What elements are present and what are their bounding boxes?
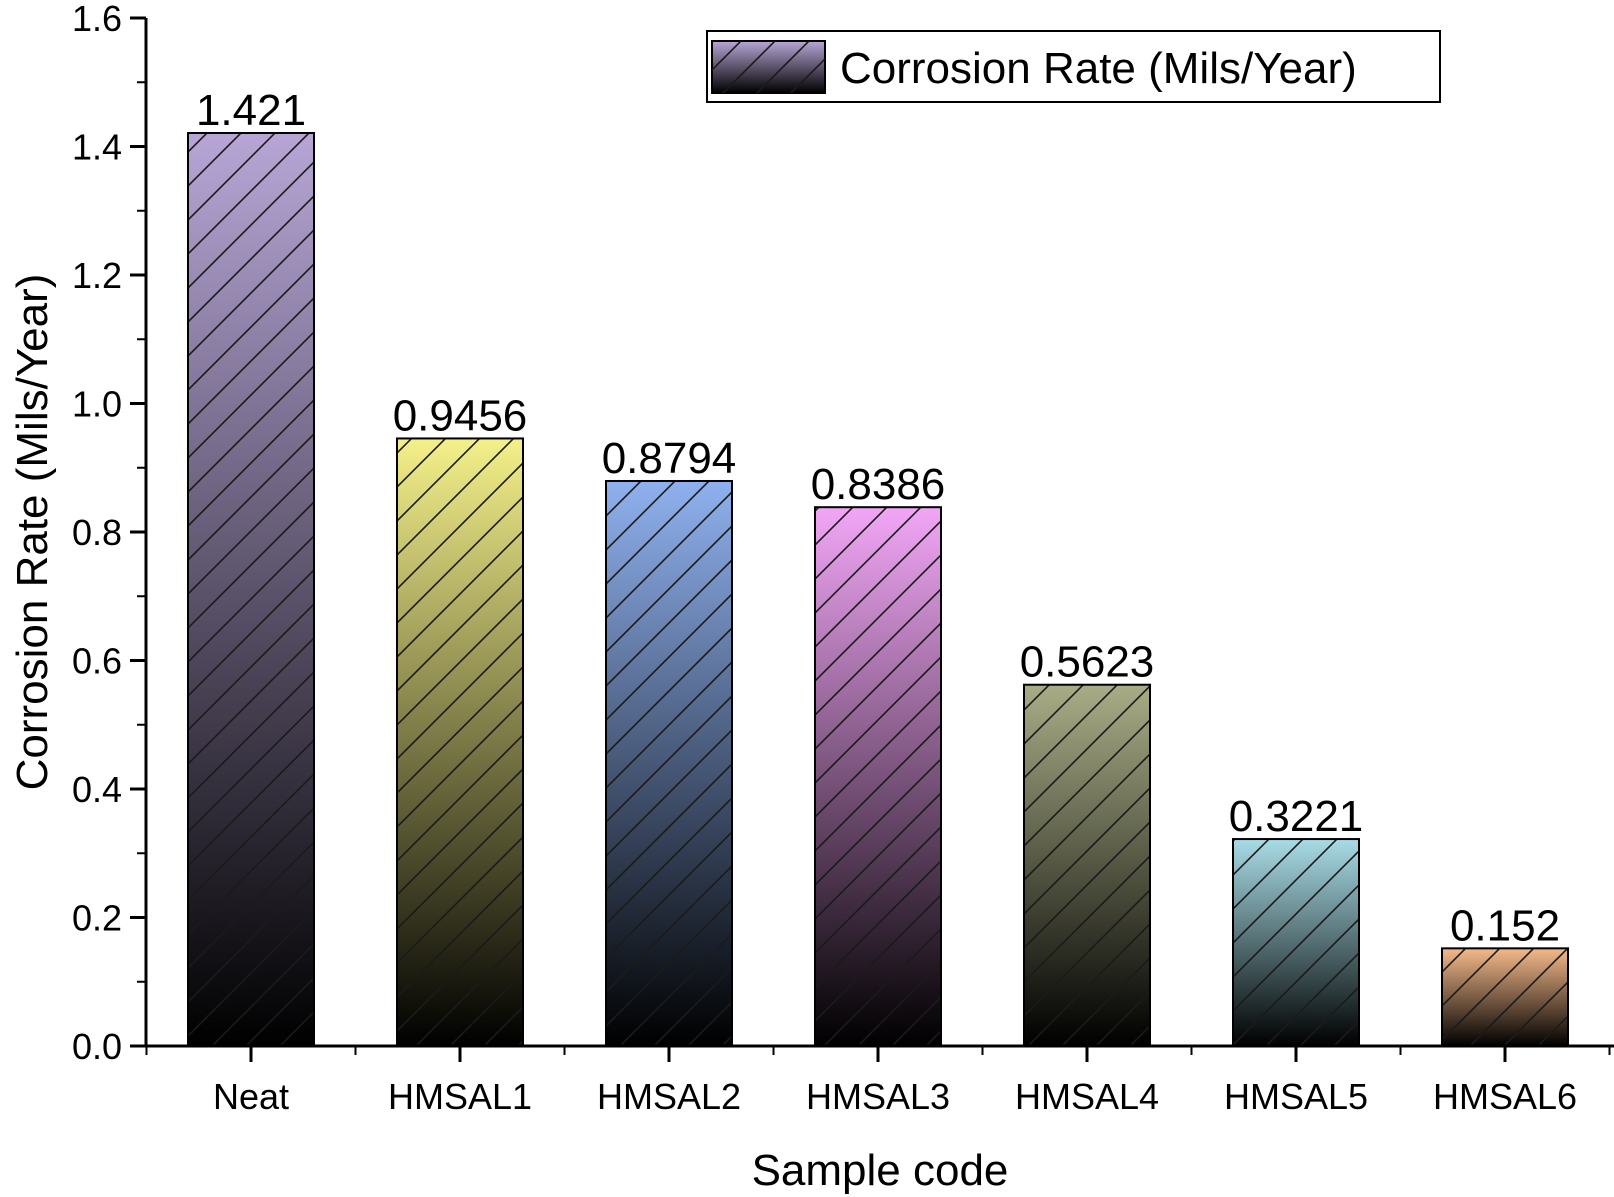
y-ticks: 0.0 0.2 0.4 0.6 0.8 1.0 1.2 1.4 1.6	[72, 0, 146, 1067]
value-label-hmsal3: 0.8386	[811, 460, 946, 509]
legend-swatch-hatch	[712, 41, 825, 93]
value-label-hmsal5: 0.3221	[1229, 792, 1364, 841]
y-tick-label: 0.8	[72, 512, 122, 553]
x-tick-label: HMSAL5	[1224, 1076, 1368, 1117]
x-tick-label: HMSAL1	[388, 1076, 532, 1117]
y-tick-label: 1.2	[72, 255, 122, 296]
value-label-hmsal4: 0.5623	[1020, 638, 1155, 687]
bar-hatch-hmsal2	[605, 479, 733, 1048]
y-tick-label: 0.0	[72, 1026, 122, 1067]
y-tick-label: 0.2	[72, 898, 122, 939]
x-tick-label: HMSAL3	[806, 1076, 950, 1117]
y-tick-label: 0.4	[72, 769, 122, 810]
legend-label: Corrosion Rate (Mils/Year)	[840, 44, 1357, 93]
y-axis-title: Corrosion Rate (Mils/Year)	[8, 274, 57, 791]
value-label-hmsal1: 0.9456	[393, 391, 528, 440]
value-label-neat: 1.421	[196, 86, 306, 135]
value-label-hmsal2: 0.8794	[602, 434, 737, 483]
x-tick-label: HMSAL4	[1015, 1076, 1159, 1117]
bar-hatch-hmsal4	[1023, 683, 1151, 1047]
x-axis-title: Sample code	[752, 1146, 1009, 1195]
bars-layer	[187, 132, 1569, 1048]
y-tick-label: 0.6	[72, 641, 122, 682]
bar-hatch-neat	[187, 132, 315, 1047]
bar-hatch-hmsal3	[814, 506, 942, 1047]
value-label-hmsal6: 0.152	[1450, 901, 1560, 950]
bar-hatch-hmsal1	[396, 437, 524, 1047]
value-labels-layer: 1.421 0.9456 0.8794 0.8386 0.5623 0.3221 0.152	[196, 86, 1560, 950]
x-ticks: Neat HMSAL1 HMSAL2 HMSAL3 HMSAL4 HMSAL5 HMSAL6	[145, 1046, 1611, 1117]
legend-box	[706, 30, 1441, 103]
x-tick-label: Neat	[213, 1076, 289, 1117]
bar-hatch-hmsal5	[1232, 838, 1360, 1047]
y-tick-label: 1.6	[72, 0, 122, 39]
legend: Corrosion Rate (Mils/Year)	[706, 30, 1441, 103]
y-tick-label: 1.4	[72, 127, 122, 168]
bar-hatch-hmsal6	[1441, 947, 1569, 1048]
x-tick-label: HMSAL6	[1433, 1076, 1577, 1117]
y-tick-label: 1.0	[72, 384, 122, 425]
x-tick-label: HMSAL2	[597, 1076, 741, 1117]
